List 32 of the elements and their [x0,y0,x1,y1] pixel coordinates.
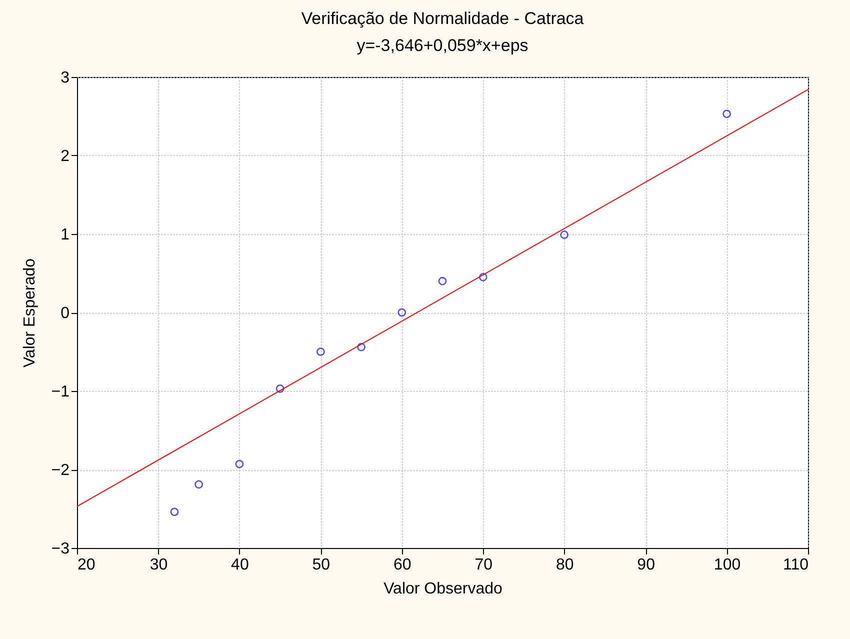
y-tick-label: −2 [51,462,70,479]
x-tick-label: 110 [782,556,809,574]
y-tick-label: −3 [51,540,70,558]
y-tick-label: 2 [60,148,70,165]
x-tick-label: 90 [637,556,656,574]
chart-subtitle: y=-3,646+0,059*x+eps [356,36,528,55]
y-tick-label: 1 [60,226,70,244]
point [438,276,447,286]
point [398,308,406,317]
x-tick-label: 50 [312,556,330,574]
point [722,110,731,118]
x-tick-label: 40 [231,556,249,574]
x-tick-label: 30 [150,556,168,574]
chart-title: Verificação de Normalidade - Catraca [301,9,584,28]
y-axis-title: Valor Esperado [21,258,38,368]
x-tick-label: 70 [474,556,493,574]
x-tick-label: 60 [393,556,412,574]
y-tick-label: 3 [60,70,70,86]
point [235,460,244,468]
point [478,272,488,282]
point [560,230,569,239]
x-tick-label: 100 [714,556,741,574]
y-tick-label: −1 [51,384,70,400]
point [194,480,204,489]
y-tick-label: 0 [60,305,70,322]
point [357,342,366,352]
x-tick-label: 20 [78,556,96,574]
x-tick-label: 80 [556,556,574,574]
point [276,384,284,393]
point [170,508,179,516]
x-axis-title: Valor Observado [384,580,503,598]
point [316,348,325,356]
